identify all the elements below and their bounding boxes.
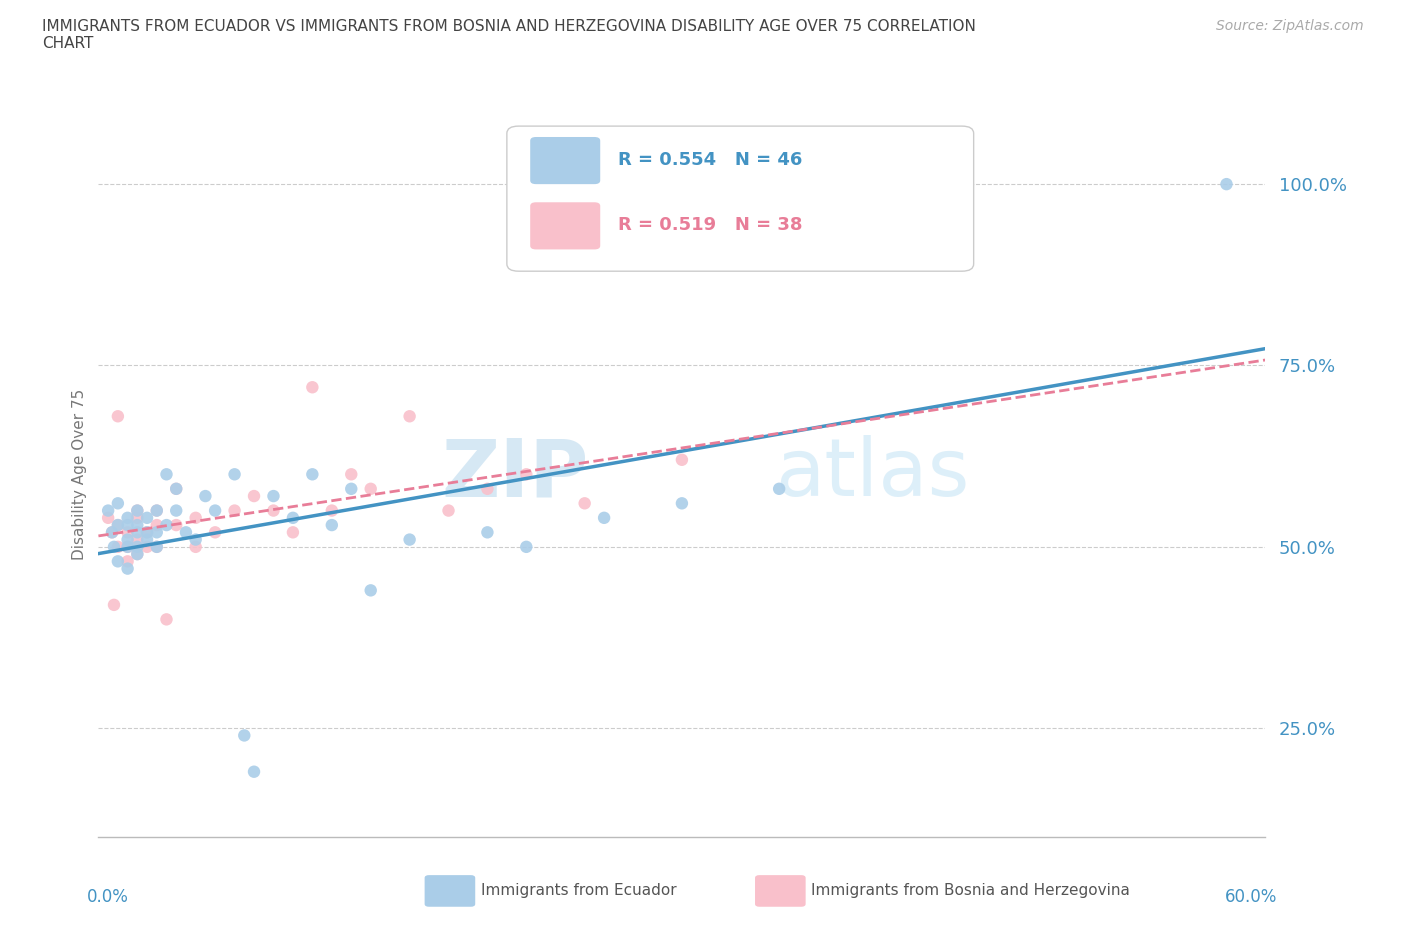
Point [136,539,159,554]
Point [101,525,124,539]
FancyBboxPatch shape [530,203,600,249]
Point [117,539,139,554]
Point [515,467,537,482]
Point [136,532,159,547]
Point [103,597,125,612]
Point [117,511,139,525]
Point [281,511,304,525]
FancyBboxPatch shape [508,126,973,272]
Point [146,539,169,554]
Point [136,525,159,539]
Text: R = 0.554   N = 46: R = 0.554 N = 46 [617,152,801,169]
Point [398,409,420,424]
Point [262,488,284,503]
Point [117,532,139,547]
Text: 0.0%: 0.0% [87,888,128,906]
Point [97,503,120,518]
Point [281,525,304,539]
Point [768,482,790,497]
Point [155,518,177,533]
Point [184,539,207,554]
Point [515,539,537,554]
Point [165,503,187,518]
Point [437,503,460,518]
Point [360,583,382,598]
Point [127,539,149,554]
Point [127,532,149,547]
Point [340,467,363,482]
Point [127,503,149,518]
Point [127,503,149,518]
Point [127,518,149,533]
Point [107,496,129,511]
Point [360,482,382,497]
Text: 60.0%: 60.0% [1225,888,1277,906]
Point [107,409,129,424]
Point [146,525,169,539]
Point [117,525,139,539]
Point [127,525,149,539]
Point [136,511,159,525]
Point [127,547,149,562]
Point [107,518,129,533]
Point [165,482,187,497]
Point [321,503,343,518]
Point [671,452,693,467]
Point [340,482,363,497]
Point [224,467,246,482]
Point [204,525,226,539]
Text: Immigrants from Ecuador: Immigrants from Ecuador [481,884,676,898]
Point [224,503,246,518]
Text: IMMIGRANTS FROM ECUADOR VS IMMIGRANTS FROM BOSNIA AND HERZEGOVINA DISABILITY AGE: IMMIGRANTS FROM ECUADOR VS IMMIGRANTS FR… [42,19,976,51]
Point [107,539,129,554]
Text: Source: ZipAtlas.com: Source: ZipAtlas.com [1216,19,1364,33]
Point [155,467,177,482]
Y-axis label: Disability Age Over 75: Disability Age Over 75 [72,389,87,560]
Text: ZIP: ZIP [441,435,589,513]
Point [194,488,217,503]
Point [97,511,120,525]
Point [301,379,323,394]
Text: Immigrants from Bosnia and Herzegovina: Immigrants from Bosnia and Herzegovina [811,884,1130,898]
Point [107,554,129,569]
Point [146,503,169,518]
Point [184,532,207,547]
Point [477,525,499,539]
Point [477,482,499,497]
Point [165,482,187,497]
Point [107,518,129,533]
Point [262,503,284,518]
Point [233,728,256,743]
Point [103,539,125,554]
Point [243,488,266,503]
Point [101,525,124,539]
Text: R = 0.519   N = 38: R = 0.519 N = 38 [617,217,803,234]
Point [136,525,159,539]
Point [671,496,693,511]
Point [574,496,596,511]
Point [146,539,169,554]
Point [117,554,139,569]
Point [398,532,420,547]
Point [1215,177,1237,192]
Point [165,518,187,533]
Point [117,539,139,554]
Point [593,511,616,525]
Text: atlas: atlas [775,435,970,513]
Point [243,764,266,779]
Point [127,511,149,525]
Point [127,547,149,562]
Point [301,467,323,482]
Point [321,518,343,533]
Point [155,612,177,627]
FancyBboxPatch shape [530,137,600,184]
Point [204,503,226,518]
Point [146,503,169,518]
Point [174,525,197,539]
Point [146,518,169,533]
Point [117,561,139,576]
Point [117,518,139,533]
Point [184,511,207,525]
